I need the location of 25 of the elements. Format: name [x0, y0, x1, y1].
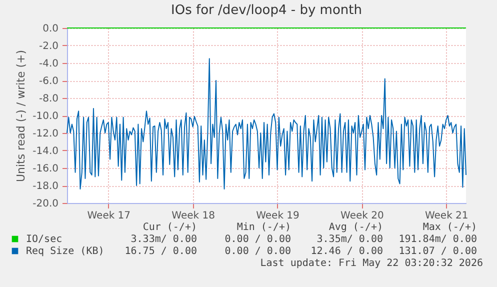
- legend-label: Req Size (KB): [26, 246, 104, 257]
- chart-title: IOs for /dev/loop4 - by month: [171, 3, 362, 18]
- text: Cur (-/+) Min (-/+) Avg (-/+) Max (-/+): [142, 222, 477, 233]
- x-tick-label: Week 19: [256, 210, 300, 222]
- x-tick-label: Week 20: [340, 210, 384, 222]
- y-tick-label: -18.0: [32, 181, 58, 192]
- y-tick-label: -6.0: [38, 76, 58, 87]
- y-axis-title: Units read (-) / write (+): [14, 50, 28, 182]
- y-tick-label: -10.0: [32, 111, 58, 122]
- legend-label: IO/sec: [26, 234, 62, 245]
- y-tick-label: -14.0: [32, 146, 58, 157]
- text: 3.33m/ 0.00 0.00 / 0.00 3.35m/ 0.00 191.84m/ 0.00: [130, 234, 477, 245]
- y-tick-label: -12.0: [32, 128, 58, 140]
- x-tick-label: Week 18: [172, 210, 215, 222]
- line-series: [66, 58, 466, 190]
- y-tick-label: -8.0: [38, 94, 58, 104]
- x-tick-label: Week 17: [87, 210, 131, 222]
- y-tick-label: -4.0: [38, 58, 58, 70]
- text: 16.75 / 0.00 0.00 / 0.00 12.46 / 0.00 131.07 / 0.00: [124, 246, 477, 257]
- y-tick-label: -20.0: [32, 198, 58, 210]
- y-tick-label: -16.0: [32, 164, 58, 174]
- y-tick-label: -2.0: [38, 41, 58, 52]
- x-tick-label: Week 21: [424, 210, 468, 222]
- y-tick-label: 0.0: [42, 24, 58, 34]
- text: Last update: Fri May 22 03:20:32 2026: [260, 258, 483, 269]
